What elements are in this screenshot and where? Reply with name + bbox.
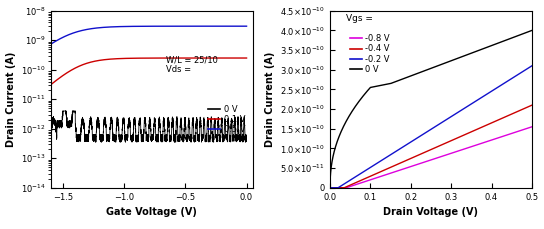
X-axis label: Drain Voltage (V): Drain Voltage (V) xyxy=(384,207,478,217)
Legend: -0.8 V, -0.4 V, -0.2 V, 0 V: -0.8 V, -0.4 V, -0.2 V, 0 V xyxy=(347,31,393,77)
Text: Vgs =: Vgs = xyxy=(346,14,373,23)
X-axis label: Gate Voltage (V): Gate Voltage (V) xyxy=(106,207,197,217)
Y-axis label: Drain Current (A): Drain Current (A) xyxy=(5,52,16,147)
Legend: 0 V, 0.1 V, 0.5 V: 0 V, 0.1 V, 0.5 V xyxy=(205,101,249,138)
Text: W/L = 25/10
Vds =: W/L = 25/10 Vds = xyxy=(166,55,218,74)
Y-axis label: Drain Current (A): Drain Current (A) xyxy=(264,52,275,147)
